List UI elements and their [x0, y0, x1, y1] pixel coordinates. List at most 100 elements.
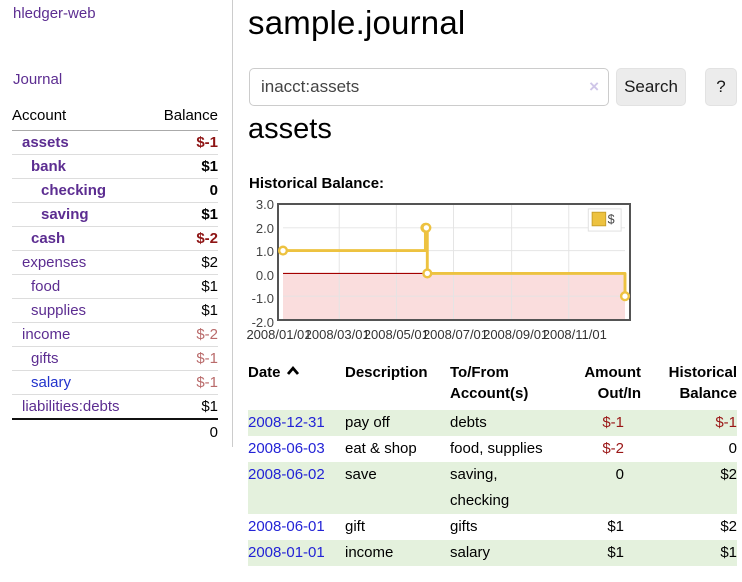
register-row: 2008-01-01 income salary $1 $1	[248, 540, 737, 566]
y-tick-label: 0.0	[255, 267, 274, 283]
y-tick-label: 2.0	[255, 220, 274, 236]
register-body: 2008-12-31 pay off debts $-1 $-1 2008-06-03 ea…	[248, 410, 737, 566]
register-header-date[interactable]: Date	[248, 362, 345, 410]
chart-y-axis: 3.0 2.0 1.0 0.0 -1.0 -2.0	[248, 197, 274, 330]
account-title: assets	[248, 113, 332, 145]
register-cell-balance: $2	[720, 518, 737, 535]
historical-balance-chart: 3.0 2.0 1.0 0.0 -1.0 -2.0 $ 2008/01/01 2008/03…	[246, 197, 742, 346]
sidebar-item-journal[interactable]: Journal	[13, 71, 63, 88]
register-row: 2008-06-02 save saving, checking 0 $2	[248, 462, 737, 514]
sidebar-account-link[interactable]: liabilities:debts	[22, 398, 120, 415]
register-cell-amount: $-1	[602, 414, 624, 431]
transaction-date-link[interactable]: 2008-01-01	[248, 544, 325, 561]
account-row: income $-2	[12, 322, 218, 347]
sidebar-account-link[interactable]: salary	[31, 374, 72, 391]
register-table: Date Description To/From Account(s) Amoun…	[248, 362, 737, 566]
transaction-date-link[interactable]: 2008-12-31	[248, 414, 325, 431]
register-cell-accounts: salary	[450, 544, 491, 561]
chart-plot[interactable]: $	[277, 203, 631, 321]
sidebar-account-link[interactable]: assets	[22, 134, 69, 151]
sidebar-account-link[interactable]: saving	[41, 206, 89, 223]
accounts-total-spacer	[12, 418, 149, 444]
chart-x-axis: 2008/01/01 2008/03/01 2008/05/01 2008/07/01…	[246, 327, 742, 343]
accounts-header-account: Account	[12, 101, 149, 131]
register-cell-description: pay off	[345, 414, 390, 431]
account-row: assets $-1	[12, 131, 218, 155]
register-header-row: Date Description To/From Account(s) Amoun…	[248, 362, 737, 410]
sidebar-accounts-table: Account Balance assets $-1 bank $1 checking 0…	[12, 101, 218, 444]
register-cell-amount: $1	[607, 518, 624, 535]
sidebar-account-link[interactable]: supplies	[31, 302, 87, 319]
sidebar-account-link[interactable]: checking	[41, 182, 107, 199]
register-cell-balance: $2	[720, 466, 737, 483]
register-cell-description: save	[345, 466, 377, 483]
register-cell-accounts: debts	[450, 414, 487, 431]
register-row: 2008-06-03 eat & shop food, supplies $-2 0	[248, 436, 737, 462]
chart-legend-label: $	[608, 212, 615, 226]
account-balance: $-1	[148, 346, 218, 371]
sidebar-account-link[interactable]: gifts	[31, 350, 59, 367]
account-balance: $1	[148, 154, 218, 179]
x-tick-label: 2008/05/01	[363, 327, 429, 342]
account-row: bank $1	[12, 154, 218, 179]
sidebar-account-link[interactable]: income	[22, 326, 71, 343]
y-tick-label: 1.0	[255, 244, 274, 260]
account-balance: $1	[148, 274, 218, 299]
accounts-total-value: 0	[148, 418, 218, 444]
chart-title: Historical Balance:	[249, 175, 385, 192]
register-cell-balance: 0	[728, 440, 737, 457]
account-balance: $1	[148, 202, 218, 227]
clear-search-icon[interactable]: ×	[589, 77, 599, 96]
account-balance: $-1	[148, 370, 218, 395]
account-balance: $-1	[196, 134, 218, 151]
register-cell-amount: $-2	[602, 440, 624, 457]
accounts-total-row: 0	[12, 418, 218, 444]
register-cell-date: 2008-06-02	[248, 462, 345, 514]
register-cell-description: gift	[345, 518, 366, 535]
account-balance: $-2	[148, 322, 218, 347]
sidebar-account-link[interactable]: cash	[31, 230, 66, 247]
transaction-date-link[interactable]: 2008-06-03	[248, 440, 325, 457]
account-row: supplies $1	[12, 298, 218, 323]
accounts-header-row: Account Balance	[12, 101, 218, 131]
account-balance: 0	[148, 178, 218, 203]
transaction-date-link[interactable]: 2008-06-02	[248, 466, 325, 483]
x-tick-label: 2008/03/01	[304, 327, 370, 342]
sidebar-account-link[interactable]: expenses	[22, 254, 87, 271]
register-header-accounts: To/From Account(s)	[450, 364, 529, 402]
sidebar: hledger-web Journal Account Balance asse…	[0, 0, 233, 447]
register-cell-amount: 0	[615, 466, 624, 483]
account-row: food $1	[12, 274, 218, 299]
register-cell-amount: $1	[607, 544, 624, 561]
register-cell-accounts: gifts	[450, 518, 478, 535]
register-cell-date: 2008-06-03	[248, 436, 345, 462]
register-cell-description: eat & shop	[345, 440, 417, 457]
app-brand-link[interactable]: hledger-web	[13, 5, 96, 22]
search-button[interactable]: Search	[616, 68, 686, 106]
sidebar-account-link[interactable]: food	[31, 278, 61, 295]
register-cell-date: 2008-06-01	[248, 514, 345, 540]
register-cell-balance: $1	[720, 544, 737, 561]
register-header-description: Description	[345, 364, 428, 381]
search-input[interactable]	[249, 68, 609, 106]
transaction-date-link[interactable]: 2008-06-01	[248, 518, 325, 535]
main-content: sample.journal × Search ? assets Histori…	[246, 0, 742, 582]
help-button[interactable]: ?	[705, 68, 737, 106]
accounts-header-balance: Balance	[148, 101, 218, 131]
register-cell-date: 2008-01-01	[248, 540, 345, 566]
sort-ascending-icon	[286, 366, 299, 375]
register-cell-balance: $-1	[715, 414, 737, 431]
account-balance: $-2	[148, 226, 218, 251]
x-tick-label: 2008/01/01	[246, 327, 312, 342]
y-tick-label: -2.0	[251, 315, 274, 330]
register-cell-accounts: food, supplies	[450, 440, 543, 457]
register-cell-accounts: saving, checking	[450, 466, 510, 509]
register-header-balance: Historical Balance	[668, 364, 737, 402]
y-tick-label: 3.0	[255, 197, 274, 212]
sidebar-accounts-body: assets $-1 bank $1 checking 0 saving $1 cash $-2 e…	[12, 131, 218, 419]
sidebar-account-link[interactable]: bank	[31, 158, 67, 175]
y-tick-label: -1.0	[251, 291, 274, 307]
account-balance: $1	[148, 394, 218, 419]
account-row: salary $-1	[12, 370, 218, 395]
account-balance: $2	[148, 250, 218, 275]
